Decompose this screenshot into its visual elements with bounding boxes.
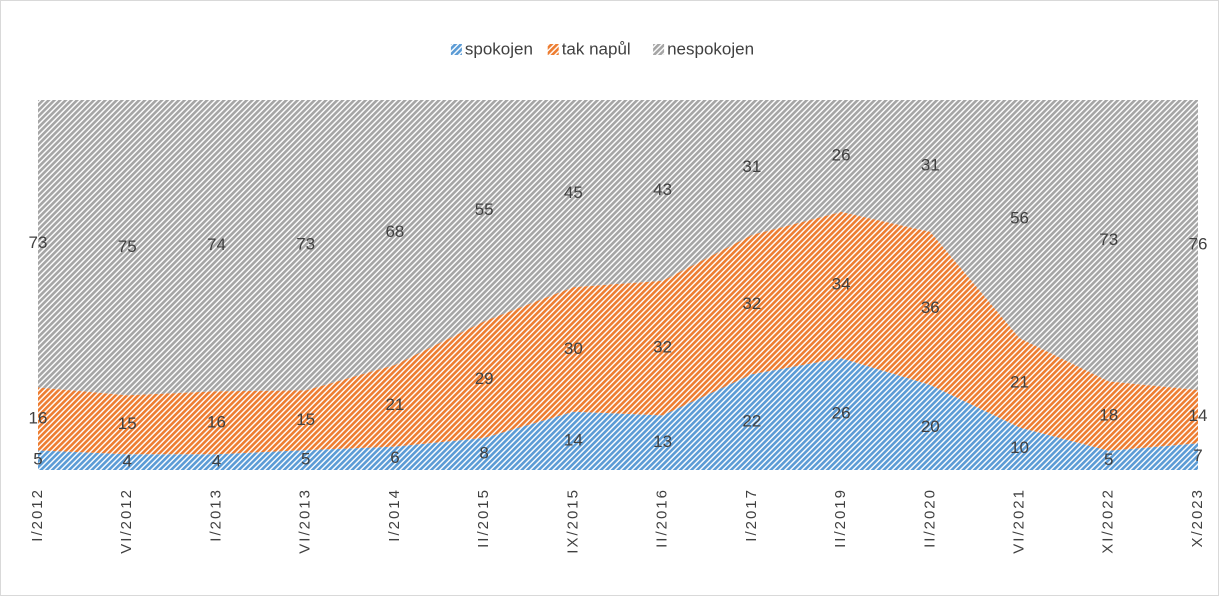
x-tick-label: IX/2015 [564, 488, 581, 554]
data-label: 22 [742, 412, 761, 431]
x-tick-label: I/2012 [29, 488, 46, 542]
data-label: 5 [33, 450, 42, 469]
data-label: 32 [653, 338, 672, 357]
data-label: 8 [479, 443, 488, 462]
data-label: 18 [1099, 406, 1118, 425]
legend-swatch [653, 44, 665, 55]
x-tick-label: I/2013 [207, 488, 224, 542]
x-tick-label: I/2014 [386, 488, 403, 542]
data-label: 4 [122, 452, 131, 471]
x-tick-label: VI/2012 [118, 488, 135, 554]
data-label: 29 [475, 369, 494, 388]
data-label: 20 [921, 417, 940, 436]
data-label: 13 [653, 432, 672, 451]
area [38, 358, 1198, 470]
data-label: 26 [832, 145, 851, 164]
data-label: 26 [832, 404, 851, 423]
legend-swatch [450, 44, 462, 55]
data-label: 36 [921, 298, 940, 317]
data-label: 14 [564, 430, 583, 449]
data-label: 21 [385, 395, 404, 414]
data-label: 34 [832, 274, 851, 293]
data-label: 32 [742, 294, 761, 313]
legend-swatch [547, 44, 559, 55]
data-label: 73 [1099, 230, 1118, 249]
x-tick-label: II/2016 [654, 488, 671, 548]
x-tick-label: I/2017 [743, 488, 760, 542]
x-tick-label: VI/2021 [1011, 488, 1028, 554]
data-label: 75 [118, 237, 137, 256]
legend-label: tak napůl [562, 39, 631, 58]
data-label: 5 [301, 450, 310, 469]
x-tick-label: II/2020 [921, 488, 938, 548]
data-label: 16 [207, 412, 226, 431]
data-label: 4 [212, 452, 221, 471]
data-label: 7 [1193, 446, 1202, 465]
data-label: 10 [1010, 438, 1029, 457]
area [38, 100, 1198, 396]
data-label: 74 [207, 235, 226, 254]
data-label: 15 [296, 410, 315, 429]
data-label: 21 [1010, 372, 1029, 391]
data-label: 76 [1189, 234, 1208, 253]
data-label: 30 [564, 339, 583, 358]
data-label: 6 [390, 448, 399, 467]
legend-label: nespokojen [667, 39, 754, 58]
x-tick-label: X/2023 [1189, 488, 1206, 548]
x-tick-label: VI/2013 [297, 488, 314, 554]
data-label: 16 [29, 408, 48, 427]
data-label: 31 [921, 155, 940, 174]
data-label: 15 [118, 414, 137, 433]
data-label: 56 [1010, 209, 1029, 228]
data-label: 14 [1189, 406, 1208, 425]
data-label: 73 [296, 235, 315, 254]
area [38, 211, 1198, 455]
data-label: 73 [29, 233, 48, 252]
data-label: 5 [1104, 450, 1113, 469]
data-label: 55 [475, 200, 494, 219]
x-tick-label: II/2019 [832, 488, 849, 548]
data-label: 68 [385, 222, 404, 241]
data-label: 43 [653, 180, 672, 199]
data-label: 45 [564, 183, 583, 202]
x-tick-label: II/2015 [475, 488, 492, 548]
legend-label: spokojen [465, 39, 533, 58]
x-tick-label: XI/2022 [1100, 488, 1117, 554]
data-label: 31 [742, 157, 761, 176]
